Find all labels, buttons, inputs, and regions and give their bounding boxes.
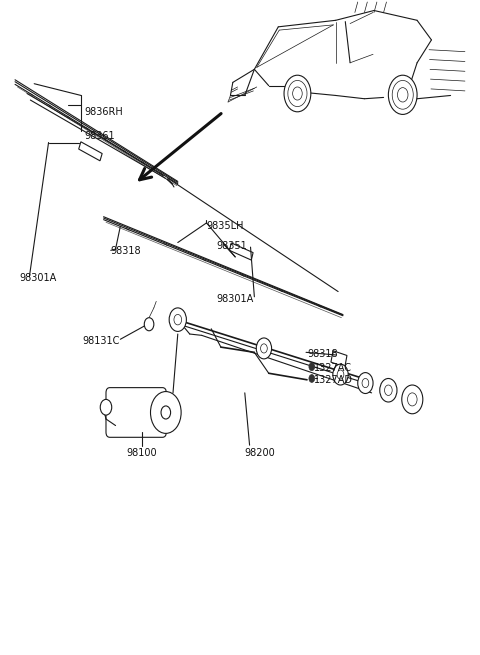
Text: 98318: 98318 (307, 348, 337, 359)
Circle shape (144, 318, 154, 331)
Text: 9836RH: 9836RH (84, 107, 123, 117)
Circle shape (384, 385, 392, 396)
Text: 98200: 98200 (245, 448, 276, 458)
FancyBboxPatch shape (106, 388, 166, 438)
Circle shape (293, 87, 302, 100)
Bar (79, 141, 102, 161)
Bar (229, 243, 253, 260)
Text: 98351: 98351 (216, 242, 247, 252)
Circle shape (362, 379, 369, 388)
Circle shape (161, 406, 170, 419)
Circle shape (309, 363, 315, 371)
Circle shape (309, 375, 315, 383)
Bar (331, 350, 347, 367)
Circle shape (388, 75, 417, 115)
Text: 98318: 98318 (111, 246, 142, 256)
Text: 98361: 98361 (84, 131, 115, 141)
Circle shape (261, 344, 267, 353)
Text: 1327AC: 1327AC (314, 363, 352, 373)
Circle shape (358, 373, 373, 394)
Circle shape (380, 379, 397, 402)
Text: 98301A: 98301A (216, 294, 253, 305)
Text: 98301A: 98301A (20, 274, 57, 284)
Circle shape (397, 88, 408, 102)
Text: 1327AD: 1327AD (314, 375, 353, 384)
Circle shape (284, 75, 311, 112)
Circle shape (288, 81, 307, 107)
Circle shape (402, 385, 423, 414)
Text: 98131C: 98131C (82, 335, 120, 346)
Circle shape (174, 314, 181, 325)
Circle shape (408, 393, 417, 406)
Circle shape (169, 308, 186, 331)
Circle shape (333, 364, 348, 385)
Circle shape (256, 338, 272, 359)
Circle shape (337, 370, 344, 379)
Circle shape (392, 81, 413, 109)
Circle shape (100, 400, 112, 415)
Text: 9835LH: 9835LH (206, 221, 244, 231)
Text: 98100: 98100 (127, 448, 157, 458)
Circle shape (151, 392, 181, 434)
